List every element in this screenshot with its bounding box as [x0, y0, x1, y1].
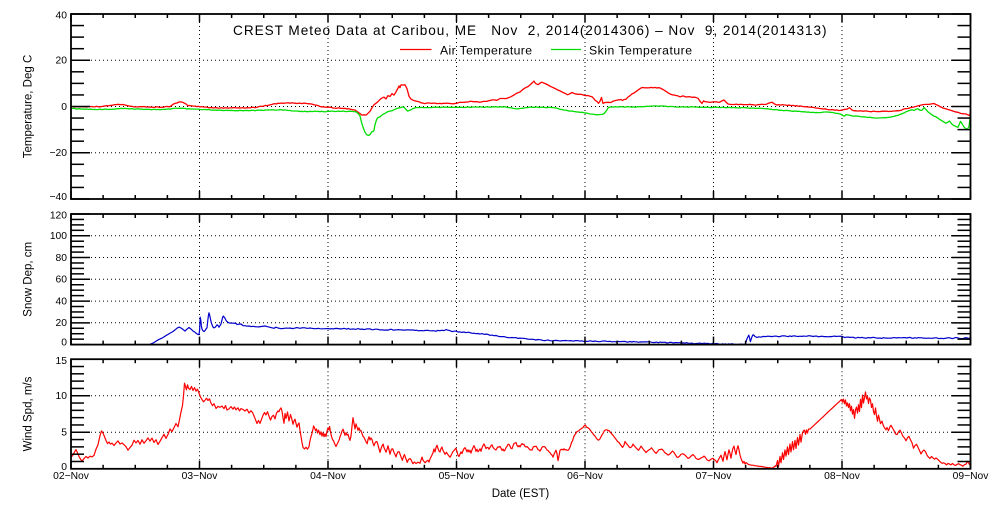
svg-text:40: 40 [56, 297, 68, 308]
svg-text:100: 100 [50, 231, 67, 242]
svg-text:CREST Meteo Data at Caribou, M: CREST Meteo Data at Caribou, ME Nov 2, 2… [233, 23, 826, 38]
svg-text:15: 15 [56, 356, 68, 367]
svg-text:04−Nov: 04−Nov [310, 471, 347, 482]
svg-text:Wind Spd, m/s: Wind Spd, m/s [23, 376, 35, 451]
svg-text:20: 20 [56, 56, 68, 67]
svg-text:Skin Temperature: Skin Temperature [589, 43, 692, 57]
svg-text:09−Nov: 09−Nov [953, 471, 990, 482]
svg-text:0: 0 [61, 102, 67, 113]
svg-text:10: 10 [56, 391, 68, 402]
svg-text:05−Nov: 05−Nov [439, 471, 476, 482]
svg-text:Air Temperature: Air Temperature [440, 43, 532, 57]
svg-text:80: 80 [56, 253, 68, 264]
svg-text:0: 0 [61, 338, 67, 349]
svg-text:40: 40 [56, 11, 68, 22]
svg-text:Temperature, Deg C: Temperature, Deg C [23, 55, 35, 159]
svg-text:5: 5 [61, 428, 67, 439]
svg-text:02−Nov: 02−Nov [53, 471, 90, 482]
svg-text:120: 120 [50, 211, 67, 222]
svg-text:60: 60 [56, 275, 68, 286]
svg-text:07−Nov: 07−Nov [696, 471, 733, 482]
svg-text:−20: −20 [50, 148, 68, 159]
svg-text:03−Nov: 03−Nov [182, 471, 219, 482]
svg-text:Snow Dep, cm: Snow Dep, cm [23, 242, 35, 317]
svg-text:0: 0 [61, 462, 67, 473]
svg-text:20: 20 [56, 318, 68, 329]
svg-text:−40: −40 [50, 192, 68, 203]
svg-text:Date (EST): Date (EST) [492, 488, 550, 500]
svg-text:06−Nov: 06−Nov [567, 471, 604, 482]
svg-text:08−Nov: 08−Nov [824, 471, 861, 482]
